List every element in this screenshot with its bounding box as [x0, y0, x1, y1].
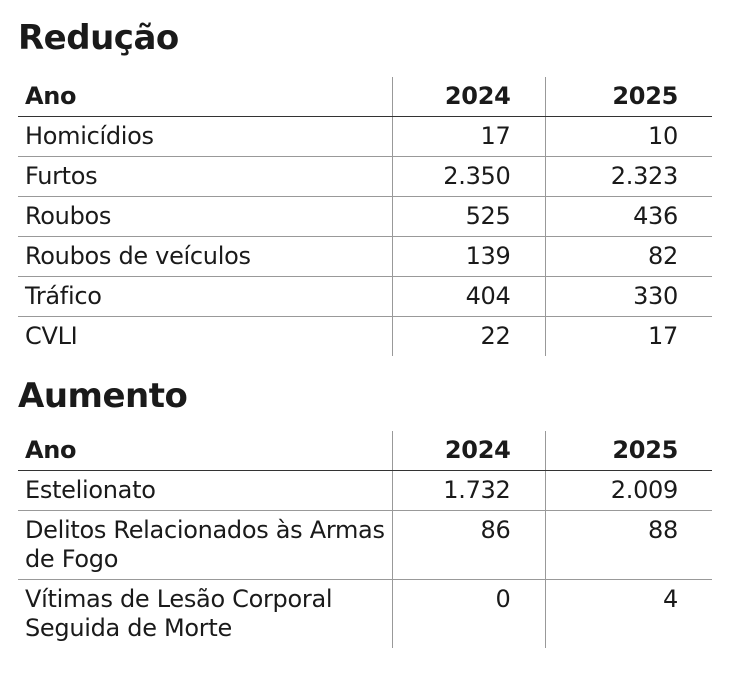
table-row: CVLI 22 17: [18, 316, 712, 356]
section-title: Aumento: [18, 376, 188, 416]
table-cell: Roubos de veículos: [18, 236, 392, 277]
table-cell: 17: [544, 316, 712, 356]
table-cell: 82: [544, 236, 712, 277]
table-cell: Roubos: [18, 196, 392, 237]
table-cell: 525: [391, 196, 545, 237]
header-row: Ano 2024 2025: [18, 77, 712, 117]
table-row: Roubos 525 436: [18, 196, 712, 237]
table-cell: Delitos Relacionados às Armas de Fogo: [18, 510, 392, 580]
table-cell: Tráfico: [18, 276, 392, 317]
table-row: Delitos Relacionados às Armas de Fogo 86 8…: [18, 510, 712, 580]
table-cell: 17: [391, 116, 545, 157]
table-cell: 1.732: [391, 470, 545, 511]
table-cell: 330: [544, 276, 712, 317]
table-cell: 4: [544, 579, 712, 648]
table-row: Tráfico 404 330: [18, 276, 712, 317]
table-cell: 404: [391, 276, 545, 317]
header-cell: 2024: [391, 431, 545, 471]
table-cell: 2.323: [544, 156, 712, 197]
table-cell: 2.009: [544, 470, 712, 511]
table-cell: Vítimas de Lesão Corporal Seguida de Mor…: [25, 585, 333, 642]
header-cell: Ano: [18, 77, 392, 117]
header-cell: Ano: [18, 431, 392, 471]
table-row: Furtos 2.350 2.323: [18, 156, 712, 197]
table-cell: 10: [544, 116, 712, 157]
table-row: Roubos de veículos 139 82: [18, 236, 712, 277]
table-cell: 88: [544, 510, 712, 580]
table-cell: Furtos: [18, 156, 392, 197]
header-cell: 2025: [544, 431, 712, 471]
table-cell: 436: [544, 196, 712, 237]
table-cell: CVLI: [25, 322, 78, 350]
header-row: Ano 2024 2025: [18, 431, 712, 471]
header-cell: 2024: [391, 77, 545, 117]
table-cell: Estelionato: [18, 470, 392, 511]
data-table: Ano 2024 2025 Homicídios 17 10 Furtos 2.350 2.32…: [18, 77, 712, 356]
table-cell: 86: [391, 510, 545, 580]
table-cell: 2.350: [391, 156, 545, 197]
section-title: Redução: [18, 18, 179, 58]
data-table: Ano 2024 2025 Estelionato 1.732 2.009 Delitos …: [18, 431, 712, 648]
table-cell: 22: [391, 316, 545, 356]
table-cell: Homicídios: [18, 116, 392, 157]
table-cell: 139: [391, 236, 545, 277]
header-cell: 2025: [544, 77, 712, 117]
table-row: Homicídios 17 10: [18, 116, 712, 157]
table-row: Estelionato 1.732 2.009: [18, 470, 712, 511]
content: Redução Ano 2024 2025 Homicídios 17 10 Furtos 2.…: [18, 18, 712, 648]
table-row: Vítimas de Lesão Corporal Seguida de Mor…: [18, 579, 712, 648]
table-cell: 0: [391, 579, 545, 648]
